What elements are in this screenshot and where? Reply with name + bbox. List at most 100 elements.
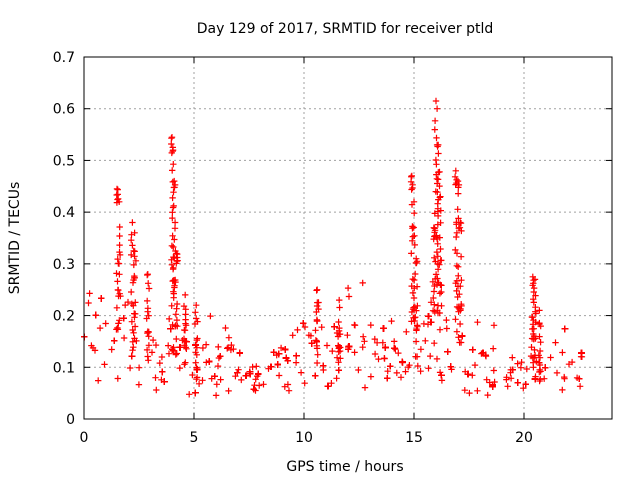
data-point xyxy=(409,184,416,192)
data-point xyxy=(116,232,123,240)
data-point xyxy=(529,314,536,321)
plot-frame xyxy=(83,56,613,420)
data-point xyxy=(399,358,406,366)
data-point xyxy=(171,236,178,243)
data-point xyxy=(145,333,152,340)
data-point xyxy=(116,317,123,324)
data-point xyxy=(437,219,444,226)
data-point xyxy=(438,288,445,296)
data-point xyxy=(161,378,168,385)
data-point xyxy=(85,299,92,307)
data-point xyxy=(422,337,429,344)
data-point xyxy=(381,355,388,362)
data-point xyxy=(159,368,166,376)
data-point xyxy=(168,261,176,268)
data-point xyxy=(514,360,521,367)
data-point xyxy=(434,266,442,273)
data-point xyxy=(114,278,121,285)
data-point xyxy=(530,280,537,287)
data-point xyxy=(438,282,445,289)
data-point xyxy=(170,290,177,297)
data-point xyxy=(335,367,342,374)
data-point xyxy=(212,392,220,399)
data-point xyxy=(443,316,450,324)
data-point xyxy=(313,308,320,316)
data-point xyxy=(375,355,382,363)
data-point xyxy=(282,354,290,362)
data-point xyxy=(575,375,583,382)
data-point xyxy=(536,361,544,369)
data-point xyxy=(547,354,554,361)
data-point xyxy=(384,375,391,382)
data-point xyxy=(153,386,160,394)
data-point xyxy=(149,336,157,344)
data-point xyxy=(135,364,143,371)
data-point xyxy=(406,362,413,369)
data-point xyxy=(108,346,115,353)
data-point xyxy=(225,387,232,395)
data-point xyxy=(433,248,441,256)
data-point xyxy=(158,353,166,361)
data-point xyxy=(315,299,322,306)
x-tick-label: 15 xyxy=(405,430,423,446)
y-tick-label: 0 xyxy=(66,412,75,428)
x-tick-label: 5 xyxy=(190,430,199,446)
y-tick-label: 0.3 xyxy=(53,257,75,273)
data-point xyxy=(98,295,105,302)
data-point xyxy=(464,370,472,378)
data-point xyxy=(181,361,188,368)
data-point xyxy=(344,332,351,339)
data-point xyxy=(509,366,516,373)
data-point xyxy=(453,250,461,257)
data-point xyxy=(367,373,375,380)
data-point xyxy=(203,359,210,366)
data-point xyxy=(189,371,196,379)
data-point xyxy=(345,345,352,353)
data-point xyxy=(408,186,415,193)
data-point xyxy=(181,342,188,349)
data-point xyxy=(111,337,118,344)
data-point xyxy=(192,309,199,316)
data-point xyxy=(169,232,176,239)
data-point xyxy=(395,349,402,357)
data-point xyxy=(168,242,176,249)
data-point xyxy=(458,277,465,284)
data-point xyxy=(253,363,260,370)
y-tick-label: 0.6 xyxy=(53,102,75,118)
data-point xyxy=(145,280,152,287)
data-point xyxy=(355,366,362,374)
data-point xyxy=(132,257,140,264)
data-point xyxy=(267,363,275,370)
data-point xyxy=(536,368,543,376)
data-point xyxy=(171,282,178,289)
x-tick-label: 0 xyxy=(80,430,89,446)
data-point xyxy=(436,369,444,376)
data-point xyxy=(336,347,344,355)
data-point xyxy=(503,374,510,381)
data-point xyxy=(409,237,416,244)
data-point xyxy=(145,342,153,349)
data-point xyxy=(170,202,177,210)
data-point xyxy=(173,305,180,312)
data-point xyxy=(120,315,127,322)
data-point xyxy=(297,369,305,376)
data-point xyxy=(425,365,432,372)
data-point xyxy=(131,274,138,282)
data-point xyxy=(530,299,537,306)
data-point xyxy=(194,318,201,325)
data-point xyxy=(552,339,559,346)
data-point xyxy=(456,339,463,346)
data-point xyxy=(169,194,176,202)
data-point xyxy=(438,372,445,379)
data-point xyxy=(431,126,438,133)
data-point xyxy=(169,214,176,222)
data-point xyxy=(434,253,441,260)
data-point xyxy=(437,245,444,253)
data-point xyxy=(135,381,143,388)
data-point xyxy=(434,212,442,220)
data-point xyxy=(335,318,342,326)
data-point xyxy=(95,377,102,384)
data-point xyxy=(388,317,395,325)
data-point xyxy=(116,198,123,205)
data-point xyxy=(144,305,152,312)
